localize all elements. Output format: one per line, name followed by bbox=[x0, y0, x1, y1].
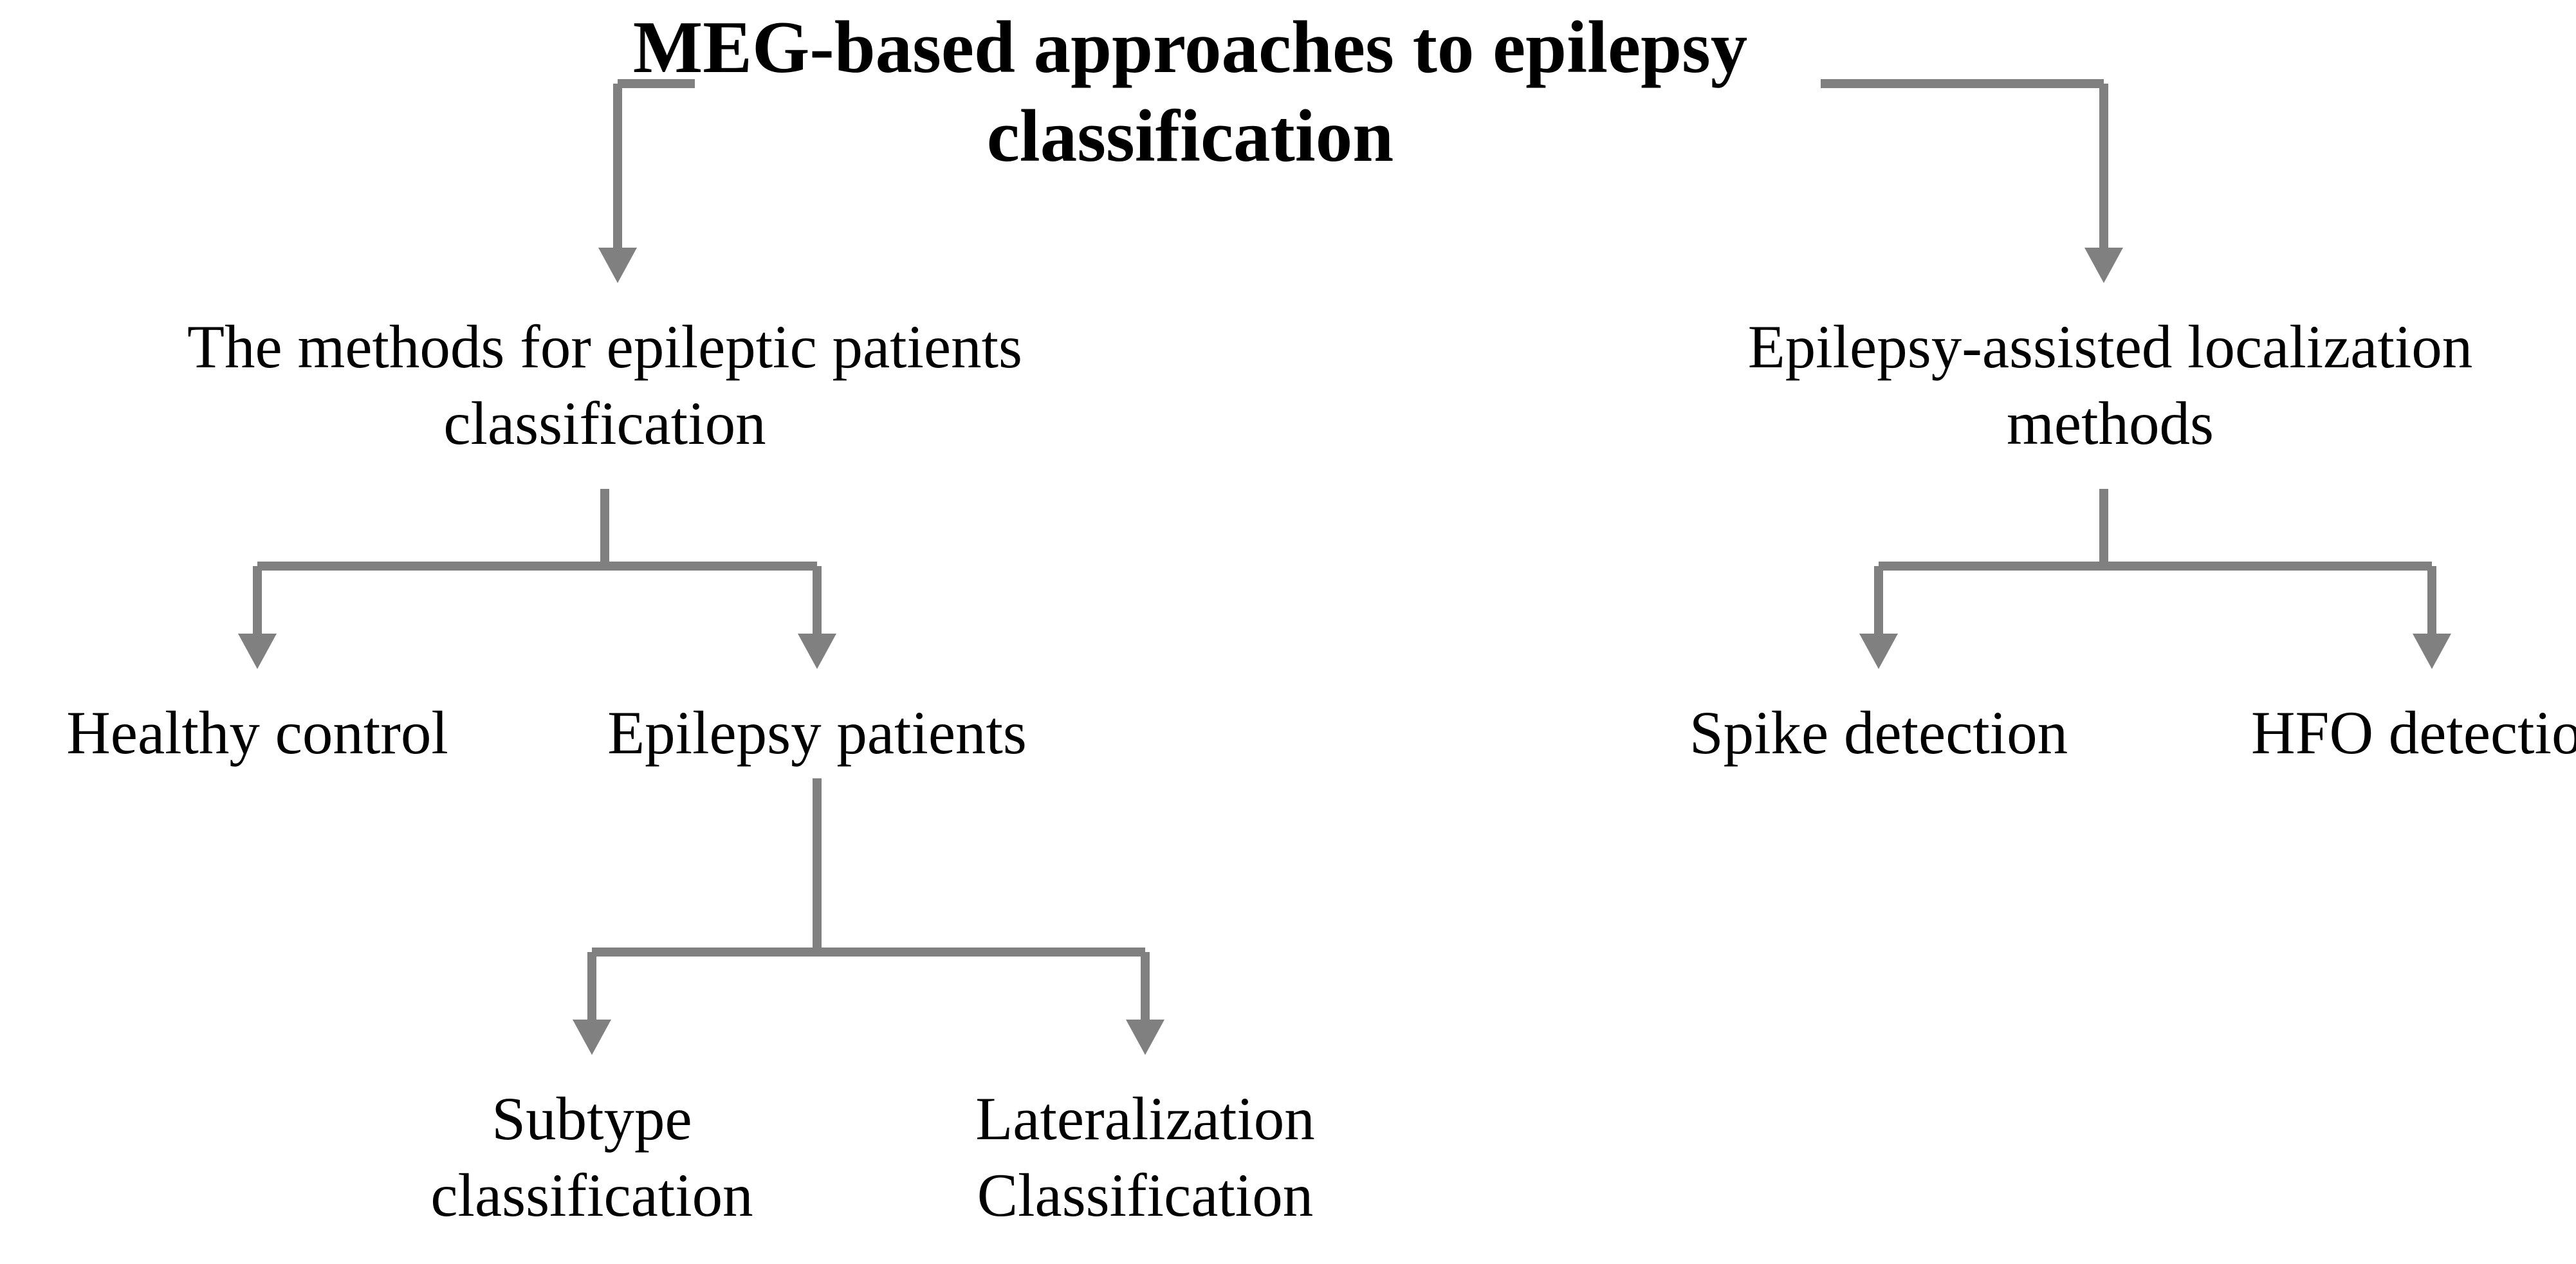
diagram-title: MEG-based approaches to epilepsy classif… bbox=[531, 3, 1850, 181]
connectors-layer bbox=[0, 0, 2576, 1264]
diagram-canvas: MEG-based approaches to epilepsy classif… bbox=[0, 0, 2576, 1264]
node-right-branch: Epilepsy-assisted localization methods bbox=[1628, 309, 2576, 462]
node-lateralization: Lateralization Classification bbox=[888, 1081, 1403, 1234]
node-epilepsy-patients: Epilepsy patients bbox=[540, 695, 1094, 771]
node-left-branch: The methods for epileptic patients class… bbox=[3, 309, 1206, 462]
node-subtype: Subtype classification bbox=[367, 1081, 817, 1234]
node-spike-detection: Spike detection bbox=[1628, 695, 2130, 771]
node-hfo-detection: HFO detection bbox=[2207, 695, 2576, 771]
node-healthy-control: Healthy control bbox=[26, 695, 489, 771]
